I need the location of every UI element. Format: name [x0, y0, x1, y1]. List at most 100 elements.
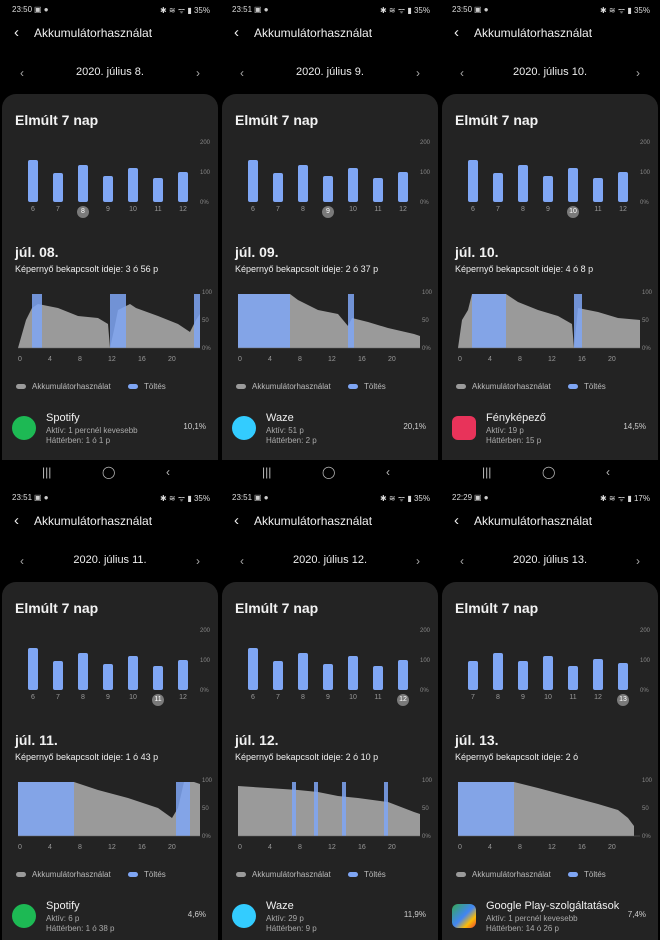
week-bar[interactable]	[298, 652, 308, 690]
week-bar[interactable]	[568, 666, 578, 690]
week-day-label[interactable]: 11	[152, 694, 164, 706]
app-usage-row[interactable]: Fényképező Aktív: 19 p Háttérben: 15 p 14,5…	[452, 412, 646, 452]
week-day-label[interactable]: 8	[81, 694, 85, 701]
home-button[interactable]: ◯	[322, 465, 336, 479]
week-bar[interactable]	[543, 655, 553, 690]
week-day-label[interactable]: 7	[471, 694, 475, 701]
week-bar[interactable]	[28, 648, 38, 690]
prev-date-button[interactable]: ‹	[20, 66, 24, 80]
week-day-label[interactable]: 6	[471, 206, 475, 213]
back-arrow-icon[interactable]: ‹	[454, 24, 459, 41]
week-day-label[interactable]: 9	[546, 206, 550, 213]
week-day-label[interactable]: 12	[179, 206, 187, 213]
week-day-label[interactable]: 10	[129, 694, 137, 701]
week-bar[interactable]	[273, 173, 283, 202]
week-day-label[interactable]: 8	[77, 206, 89, 218]
week-day-label[interactable]: 8	[496, 694, 500, 701]
week-bar[interactable]	[78, 652, 88, 690]
next-date-button[interactable]: ›	[636, 554, 640, 568]
week-day-label[interactable]: 11	[374, 206, 382, 213]
home-button[interactable]: ◯	[102, 465, 116, 479]
week-day-label[interactable]: 8	[521, 206, 525, 213]
week-day-label[interactable]: 6	[251, 206, 255, 213]
week-day-label[interactable]: 7	[56, 206, 60, 213]
week-bar[interactable]	[153, 178, 163, 202]
week-bar[interactable]	[468, 160, 478, 202]
week-bar[interactable]	[493, 173, 503, 202]
prev-date-button[interactable]: ‹	[240, 554, 244, 568]
week-day-label[interactable]: 6	[31, 206, 35, 213]
week-bar[interactable]	[248, 160, 258, 202]
week-day-label[interactable]: 8	[301, 694, 305, 701]
app-usage-row[interactable]: Google Play-szolgáltatások Aktív: 1 percn…	[452, 900, 646, 940]
app-usage-row[interactable]: Spotify Aktív: 6 p Háttérben: 1 ó 38 p 4,6%	[12, 900, 206, 940]
prev-date-button[interactable]: ‹	[240, 66, 244, 80]
week-bar[interactable]	[103, 176, 113, 202]
week-bar[interactable]	[398, 660, 408, 690]
back-arrow-icon[interactable]: ‹	[454, 512, 459, 529]
week-bar[interactable]	[593, 178, 603, 202]
week-day-label[interactable]: 8	[301, 206, 305, 213]
week-bar[interactable]	[78, 164, 88, 202]
week-bar[interactable]	[518, 661, 528, 690]
prev-date-button[interactable]: ‹	[460, 66, 464, 80]
week-day-label[interactable]: 10	[129, 206, 137, 213]
week-day-label[interactable]: 7	[276, 694, 280, 701]
week-day-label[interactable]: 7	[56, 694, 60, 701]
next-date-button[interactable]: ›	[416, 66, 420, 80]
week-day-label[interactable]: 13	[617, 694, 629, 706]
next-date-button[interactable]: ›	[196, 554, 200, 568]
next-date-button[interactable]: ›	[416, 554, 420, 568]
week-bar[interactable]	[373, 178, 383, 202]
week-day-label[interactable]: 6	[31, 694, 35, 701]
week-bar[interactable]	[593, 658, 603, 690]
week-day-label[interactable]: 11	[594, 206, 602, 213]
week-day-label[interactable]: 12	[399, 206, 407, 213]
app-usage-row[interactable]: Waze Aktív: 51 p Háttérben: 2 p 20,1%	[232, 412, 426, 452]
week-day-label[interactable]: 7	[276, 206, 280, 213]
week-day-label[interactable]: 9	[106, 694, 110, 701]
week-bar[interactable]	[323, 176, 333, 202]
week-day-label[interactable]: 7	[496, 206, 500, 213]
week-bar[interactable]	[53, 661, 63, 690]
week-day-label[interactable]: 6	[251, 694, 255, 701]
week-day-label[interactable]: 11	[154, 206, 162, 213]
week-bar[interactable]	[518, 164, 528, 202]
week-bar[interactable]	[373, 666, 383, 690]
week-bar[interactable]	[128, 655, 138, 690]
week-bar[interactable]	[468, 661, 478, 690]
recents-button[interactable]: |||	[42, 465, 52, 479]
back-button[interactable]: ‹	[606, 465, 610, 479]
week-bar[interactable]	[298, 164, 308, 202]
week-bar[interactable]	[323, 664, 333, 690]
week-bar[interactable]	[153, 666, 163, 690]
week-bar[interactable]	[618, 172, 628, 202]
next-date-button[interactable]: ›	[636, 66, 640, 80]
next-date-button[interactable]: ›	[196, 66, 200, 80]
back-arrow-icon[interactable]: ‹	[234, 512, 239, 529]
week-bar[interactable]	[103, 664, 113, 690]
week-day-label[interactable]: 11	[569, 694, 577, 701]
week-day-label[interactable]: 12	[594, 694, 602, 701]
recents-button[interactable]: |||	[262, 465, 272, 479]
week-day-label[interactable]: 12	[619, 206, 627, 213]
week-day-label[interactable]: 9	[322, 206, 334, 218]
week-bar[interactable]	[248, 648, 258, 690]
week-day-label[interactable]: 9	[521, 694, 525, 701]
week-bar[interactable]	[568, 167, 578, 202]
week-day-label[interactable]: 11	[374, 694, 382, 701]
week-bar[interactable]	[28, 160, 38, 202]
recents-button[interactable]: |||	[482, 465, 492, 479]
week-day-label[interactable]: 10	[544, 694, 552, 701]
week-bar[interactable]	[273, 661, 283, 690]
back-button[interactable]: ‹	[166, 465, 170, 479]
prev-date-button[interactable]: ‹	[20, 554, 24, 568]
week-day-label[interactable]: 10	[349, 694, 357, 701]
prev-date-button[interactable]: ‹	[460, 554, 464, 568]
back-button[interactable]: ‹	[386, 465, 390, 479]
week-day-label[interactable]: 10	[567, 206, 579, 218]
week-day-label[interactable]: 9	[326, 694, 330, 701]
week-bar[interactable]	[543, 176, 553, 202]
home-button[interactable]: ◯	[542, 465, 556, 479]
back-arrow-icon[interactable]: ‹	[14, 24, 19, 41]
